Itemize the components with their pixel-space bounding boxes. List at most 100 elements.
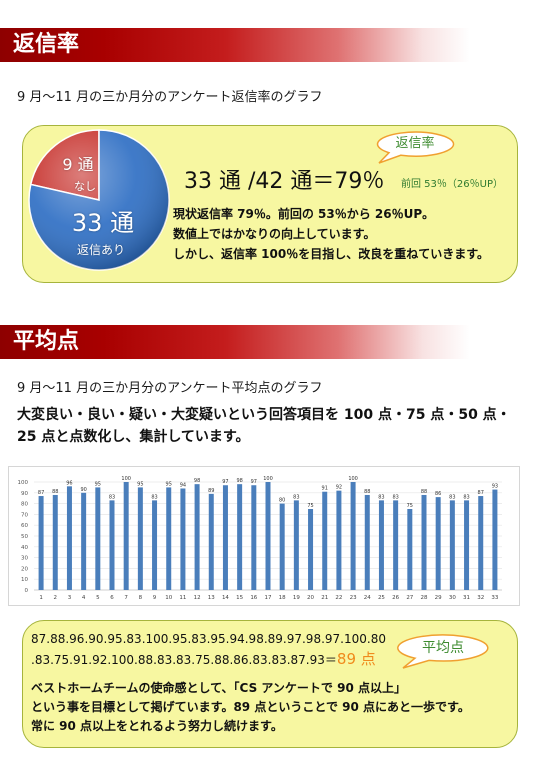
chart-x-axis: 1 2 3 4 5 6 7 8 9 10 11 12 13 14 15 16 17 18 19 20 21 22 23 24 2… <box>39 595 499 601</box>
bar-data-label: 94 <box>180 482 186 488</box>
x-tick-label: 31 <box>463 595 470 601</box>
bar <box>222 485 228 590</box>
bar <box>464 500 470 590</box>
bar-data-label: 91 <box>322 486 328 492</box>
x-tick-label: 12 <box>194 595 201 601</box>
bar-data-label: 96 <box>66 480 72 486</box>
bar <box>109 500 115 590</box>
bar-data-label: 92 <box>336 485 342 491</box>
bar <box>350 482 356 590</box>
bar <box>364 494 370 590</box>
x-tick-label: 26 <box>392 595 399 601</box>
y-tick-label: 50 <box>21 534 28 540</box>
response-rate-comment: 現状返信率 79％。前回の 53％から 26％UP。 数値上ではかなりの向上して… <box>173 204 489 264</box>
bar-data-label: 87 <box>478 490 484 496</box>
bar <box>336 490 342 590</box>
comment-line: ベストホームチームの使命感として、「CS アンケートで 90 点以上」 <box>31 681 406 695</box>
x-tick-label: 1 <box>39 595 43 601</box>
x-tick-label: 32 <box>477 595 484 601</box>
bar <box>393 500 399 590</box>
x-tick-label: 2 <box>54 595 58 601</box>
bar-data-label: 83 <box>109 494 115 500</box>
comment-line: 数値上ではかなりの向上しています。 <box>173 227 376 241</box>
chart-data-labels: 87 88 96 90 95 83 100 95 83 95 94 98 89 97 98 97 100 80 83… <box>38 476 498 509</box>
bar-data-label: 86 <box>435 491 441 497</box>
bar-data-label: 100 <box>121 476 131 482</box>
x-tick-label: 14 <box>222 595 229 601</box>
y-tick-label: 20 <box>21 566 28 572</box>
score-list-line: 87.88.96.90.95.83.100.95.83.95.94.98.89.… <box>31 632 386 646</box>
callout-balloon-outline <box>397 634 489 669</box>
comment-line: 現状返信率 79％。前回の 53％から 26％UP。 <box>173 207 435 221</box>
x-tick-label: 33 <box>491 595 498 601</box>
x-tick-label: 15 <box>236 595 243 601</box>
score-list-line: .83.75.91.92.100.88.83.83.75.88.86.83.83… <box>31 649 386 670</box>
bar-data-label: 95 <box>166 481 172 487</box>
bar <box>166 487 172 590</box>
x-tick-label: 4 <box>82 595 86 601</box>
x-tick-label: 21 <box>321 595 328 601</box>
y-tick-label: 100 <box>18 480 29 486</box>
y-tick-label: 70 <box>21 512 28 518</box>
bar <box>265 482 271 590</box>
average-score-callout: 平均点 <box>395 633 491 671</box>
x-tick-label: 10 <box>165 595 172 601</box>
y-tick-label: 80 <box>21 502 28 508</box>
x-tick-label: 28 <box>421 595 428 601</box>
bar-data-label: 83 <box>151 494 157 500</box>
bar-data-label: 89 <box>208 488 214 494</box>
y-tick-label: 30 <box>21 556 28 562</box>
bar-data-label: 75 <box>407 503 413 509</box>
bar-data-label: 75 <box>307 503 313 509</box>
x-tick-label: 13 <box>208 595 215 601</box>
bar <box>492 489 498 590</box>
callout-balloon-outline <box>376 131 455 164</box>
description-line: 25 点と点数化し、集計しています。 <box>17 429 250 445</box>
pie-label-no-reply-count: 9 通 <box>62 155 94 174</box>
y-tick-label: 0 <box>25 588 29 594</box>
bar <box>95 487 101 590</box>
bar <box>378 500 384 590</box>
bar-data-label: 93 <box>492 484 498 490</box>
bar-data-label: 87 <box>38 490 44 496</box>
bar-data-label: 100 <box>348 476 358 482</box>
response-rate-pie-chart <box>28 129 170 271</box>
bar <box>180 488 186 590</box>
bar <box>293 500 299 590</box>
bar <box>81 492 87 590</box>
bar <box>435 497 441 590</box>
bar-data-label: 83 <box>392 494 398 500</box>
x-tick-label: 22 <box>335 595 342 601</box>
bar <box>66 486 72 590</box>
x-tick-label: 25 <box>378 595 385 601</box>
bar-data-label: 97 <box>222 479 228 485</box>
comment-line: しかし、返信率 100％を目指し、改良を重ねていきます。 <box>173 247 490 261</box>
section-title-response-rate: 返信率 <box>13 32 80 57</box>
bar-data-label: 95 <box>95 481 101 487</box>
chart-bars <box>38 482 498 590</box>
bar <box>194 484 200 590</box>
bar <box>208 493 214 590</box>
bar-data-label: 83 <box>449 494 455 500</box>
bar <box>322 491 328 590</box>
x-tick-label: 29 <box>435 595 442 601</box>
x-tick-label: 27 <box>406 595 413 601</box>
pie-label-no-reply: なし <box>74 180 96 193</box>
pie-label-replied: 返信あり <box>76 243 125 257</box>
bar <box>237 484 243 590</box>
average-score-caption: 9 月～11 月の三か月分のアンケート平均点のグラフ <box>17 381 323 396</box>
x-tick-label: 23 <box>350 595 357 601</box>
comment-line: という事を目標として掲げています。89 点ということで 90 点にあと一歩です。 <box>31 700 470 714</box>
x-tick-label: 19 <box>293 595 300 601</box>
x-tick-label: 8 <box>139 595 143 601</box>
x-tick-label: 3 <box>68 595 72 601</box>
bar <box>449 500 455 590</box>
bar-data-label: 83 <box>378 494 384 500</box>
bar-data-label: 83 <box>463 494 469 500</box>
x-tick-label: 20 <box>307 595 314 601</box>
average-score-callout-label: 平均点 <box>422 640 464 656</box>
scoring-method-description: 大変良い・良い・疑い・大変疑いという回答項目を 100 点・75 点・50 点・… <box>17 404 511 448</box>
response-rate-callout: 返信率 <box>373 130 457 166</box>
bar <box>279 503 285 590</box>
bar-data-label: 95 <box>137 481 143 487</box>
